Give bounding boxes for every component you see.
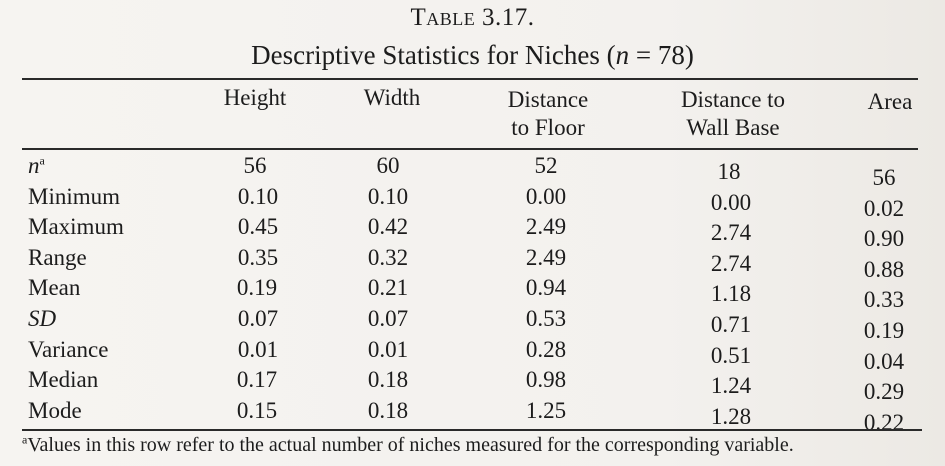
table-cell: 0.98 <box>525 367 567 393</box>
column-header-distance-to-floor: Distance to Floor <box>488 86 608 142</box>
table-title: Table 3.17. <box>410 4 535 31</box>
row-label-text: Mode <box>28 397 82 423</box>
table-cell: 0.32 <box>367 244 409 270</box>
row-label-superscript: a <box>39 153 45 168</box>
footnote-marker: a <box>22 432 28 447</box>
column-header-line1: Width <box>363 85 421 110</box>
row-label: Range <box>28 244 87 272</box>
table-cell: 0.71 <box>710 312 752 337</box>
row-label-text: SD <box>28 306 57 331</box>
table-cell: 56 <box>872 165 896 190</box>
table-footnote: aValues in this row refer to the actual … <box>22 432 794 458</box>
row-label-text: n <box>28 153 40 178</box>
table-cell: 0.18 <box>367 397 409 423</box>
column-header-line1: Distance to <box>680 87 786 112</box>
table-cell: 0.88 <box>863 256 905 282</box>
table-cell: 2.49 <box>525 244 567 270</box>
table-cell: 0.21 <box>367 275 409 301</box>
table-cell: 0.28 <box>525 336 567 362</box>
bottom-rule <box>22 429 922 431</box>
table-cell: 1.25 <box>525 397 567 423</box>
table-cell: 0.53 <box>525 306 567 331</box>
row-label-text: Minimum <box>28 183 121 209</box>
table-cell: 52 <box>534 153 558 178</box>
table-cell: 0.29 <box>863 379 905 405</box>
column-header-line2: to Floor <box>511 115 585 140</box>
table-cell: 0.01 <box>237 336 279 362</box>
table-cell: 2.49 <box>525 214 567 240</box>
column-header-line1: Area <box>867 89 913 114</box>
row-label: Mean <box>28 274 80 302</box>
column-header-line2: Wall Base <box>686 115 780 140</box>
subtitle-prefix: Descriptive Statistics for Niches ( <box>251 40 616 70</box>
table-cell: 1.24 <box>710 373 752 399</box>
row-label-text: Mean <box>28 275 81 301</box>
table-cell: 0.17 <box>236 367 278 393</box>
table-cell: 0.94 <box>525 275 567 301</box>
column-header-distance-to-wall-base: Distance to Wall Base <box>658 86 808 142</box>
row-label: Maximum <box>28 213 124 241</box>
table-cell: 0.18 <box>367 367 409 393</box>
table-cell: 0.90 <box>863 226 905 252</box>
table-cell: 0.35 <box>237 244 279 270</box>
table-cell: 0.19 <box>863 318 905 343</box>
table-cell: 0.00 <box>710 189 752 215</box>
row-label: Mode <box>28 397 82 425</box>
table-cell: 18 <box>717 159 741 184</box>
table-cell: 0.10 <box>367 183 409 209</box>
table-cell: 56 <box>243 153 267 178</box>
row-label-text: Median <box>28 367 99 393</box>
table-cell: 0.33 <box>863 287 905 313</box>
table-cell: 0.00 <box>525 183 567 209</box>
row-label-text: Range <box>28 244 87 270</box>
table-cell: 0.45 <box>237 214 279 240</box>
subtitle-suffix: = 78) <box>629 40 694 70</box>
row-label: Minimum <box>28 183 120 211</box>
table-cell: 0.04 <box>863 348 905 374</box>
row-label-text: Variance <box>28 336 109 362</box>
table-cell: 0.22 <box>863 409 905 435</box>
table-cell: 2.74 <box>710 250 752 276</box>
row-label: na <box>28 152 45 180</box>
table-cell: 1.28 <box>710 403 752 429</box>
row-label: Variance <box>28 336 108 364</box>
top-rule <box>22 78 918 80</box>
table-cell: 0.15 <box>236 397 278 423</box>
column-header-area: Area <box>850 88 930 116</box>
subtitle-n: n <box>615 40 630 70</box>
footnote-text: Values in this row refer to the actual n… <box>27 434 794 456</box>
table-cell: 0.01 <box>367 336 409 362</box>
header-rule <box>22 148 918 150</box>
table-cell: 0.10 <box>237 183 279 209</box>
column-header-height: Height <box>205 84 305 112</box>
row-label: SD <box>28 305 56 333</box>
column-header-line1: Height <box>223 85 287 110</box>
table-cell: 60 <box>376 153 400 178</box>
column-header-line1: Distance <box>507 87 589 112</box>
table-cell: 0.07 <box>237 306 279 331</box>
row-label-text: Maximum <box>28 214 124 240</box>
table-subtitle: Descriptive Statistics for Niches (n = 7… <box>0 40 945 71</box>
table-cell: 0.02 <box>863 195 905 221</box>
table-cell: 0.51 <box>710 342 752 368</box>
row-label: Median <box>28 366 98 394</box>
table-cell: 0.42 <box>367 214 409 240</box>
table-cell: 0.07 <box>367 306 409 331</box>
table-cell: 1.18 <box>710 281 752 307</box>
table-cell: 0.19 <box>236 275 278 301</box>
column-header-width: Width <box>342 84 442 112</box>
table-cell: 2.74 <box>710 220 752 246</box>
